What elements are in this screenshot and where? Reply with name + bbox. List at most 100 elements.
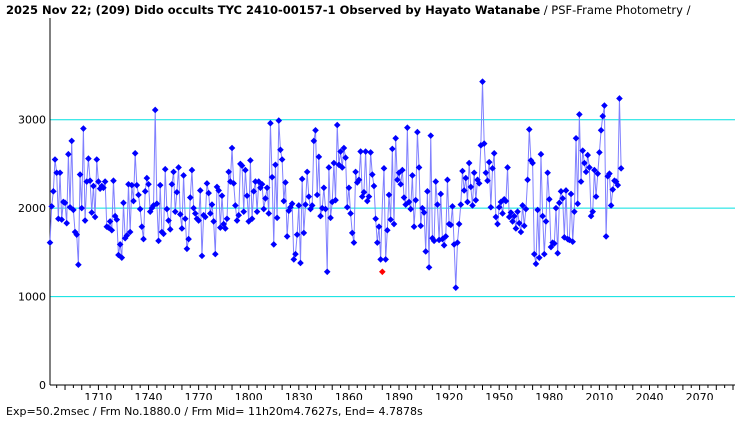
- data-point: [582, 168, 590, 176]
- data-point: [180, 172, 187, 179]
- data-point: [530, 250, 538, 258]
- data-point: [151, 106, 159, 114]
- data-point: [447, 221, 455, 229]
- data-point: [191, 210, 199, 217]
- data-point: [534, 206, 541, 214]
- data-point: [372, 215, 379, 223]
- highlight-point: [379, 268, 386, 276]
- data-point: [355, 176, 363, 184]
- data-point: [136, 205, 144, 213]
- data-point: [46, 239, 54, 246]
- data-point: [315, 153, 323, 161]
- data-point: [51, 156, 59, 163]
- data-point: [217, 224, 224, 231]
- data-point: [235, 211, 243, 219]
- data-point: [352, 168, 359, 176]
- data-point: [233, 217, 241, 224]
- data-point: [450, 241, 458, 248]
- data-point: [497, 198, 505, 206]
- data-point: [207, 210, 214, 217]
- x-tick-label: 1740: [135, 391, 163, 400]
- data-point: [335, 161, 343, 169]
- data-point: [320, 184, 328, 192]
- data-point: [50, 188, 57, 195]
- data-point: [76, 171, 84, 178]
- data-point: [507, 209, 515, 216]
- data-point: [120, 199, 127, 207]
- data-point: [68, 137, 76, 145]
- data-point: [278, 156, 286, 163]
- data-point: [357, 148, 364, 155]
- data-point: [472, 196, 480, 204]
- data-point: [365, 193, 373, 200]
- x-tick-label: 1710: [84, 391, 112, 400]
- data-point: [345, 184, 353, 192]
- data-point: [616, 95, 623, 102]
- data-point: [116, 241, 124, 248]
- data-point: [185, 235, 192, 243]
- data-point: [317, 212, 324, 220]
- data-point: [300, 229, 308, 237]
- data-point: [455, 220, 463, 228]
- data-point: [561, 234, 568, 241]
- data-point: [170, 168, 177, 176]
- data-point: [243, 192, 251, 200]
- data-point: [118, 254, 126, 261]
- data-point: [161, 165, 169, 173]
- data-point: [515, 219, 523, 227]
- data-point: [482, 169, 490, 177]
- data-point: [85, 155, 92, 162]
- data-point: [128, 181, 136, 189]
- series-brightness: [46, 78, 625, 292]
- data-point: [402, 201, 409, 208]
- data-point: [557, 188, 565, 195]
- data-point: [592, 193, 600, 200]
- data-point: [308, 202, 316, 209]
- data-point: [150, 202, 157, 209]
- data-point: [470, 169, 478, 177]
- data-point: [362, 148, 369, 155]
- data-point: [464, 198, 471, 206]
- data-point: [502, 197, 510, 205]
- data-point: [275, 117, 283, 124]
- data-point: [63, 219, 70, 227]
- data-point: [477, 142, 485, 149]
- data-point: [540, 250, 548, 258]
- data-point: [318, 204, 326, 212]
- data-point: [55, 215, 62, 223]
- data-point: [510, 212, 518, 220]
- data-point: [253, 208, 261, 215]
- light-curve-chart: 0 1000 2000 3000 1710 1740 1770 1800 1830 1860 18…: [18, 18, 735, 400]
- data-point: [397, 180, 404, 188]
- data-point: [283, 233, 291, 240]
- x-tick-label: 1920: [435, 391, 463, 400]
- data-point: [86, 177, 94, 185]
- data-point: [392, 134, 399, 142]
- data-point: [138, 223, 146, 231]
- data-point: [457, 201, 465, 208]
- data-point: [210, 218, 217, 225]
- x-tick-label: 1890: [385, 391, 413, 400]
- data-point: [98, 182, 106, 190]
- data-point: [389, 145, 396, 153]
- data-point: [100, 184, 107, 192]
- data-point: [460, 187, 468, 194]
- data-point: [143, 174, 151, 182]
- data-point: [232, 202, 239, 209]
- data-point: [459, 167, 466, 175]
- data-point: [420, 209, 428, 216]
- data-point: [419, 204, 426, 212]
- data-point: [552, 204, 560, 212]
- data-point: [425, 264, 433, 271]
- data-point: [212, 250, 219, 258]
- data-point: [237, 160, 244, 168]
- data-point: [175, 164, 182, 171]
- data-point: [449, 203, 456, 210]
- data-point: [91, 213, 99, 221]
- data-point: [380, 165, 388, 172]
- title-sub: / PSF-Frame Photometry /: [540, 3, 691, 17]
- data-point: [602, 233, 610, 240]
- data-point: [566, 236, 573, 244]
- data-point: [70, 206, 77, 214]
- data-point: [417, 222, 425, 230]
